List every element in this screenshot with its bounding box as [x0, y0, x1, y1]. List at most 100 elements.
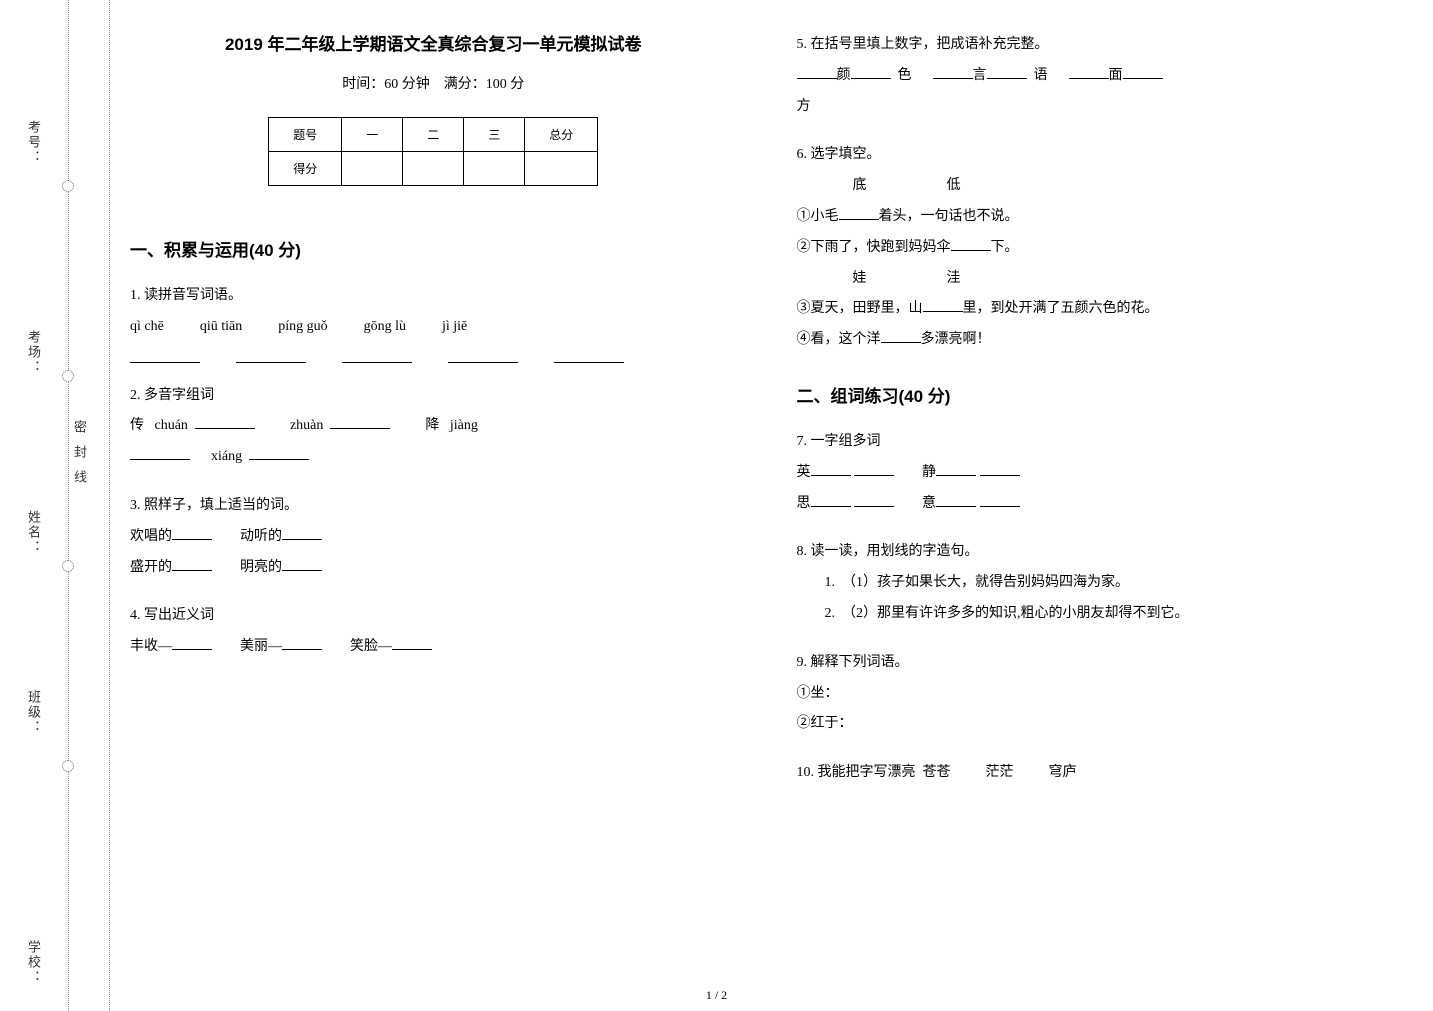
pinyin: jì jiē — [442, 312, 467, 343]
q-stem: 2. 多音字组词 — [130, 381, 737, 412]
q4-line: 丰收— 美丽— 笑脸— — [130, 632, 737, 663]
q6-l1: ①小毛 着头，一句话也不说。 — [797, 202, 1404, 233]
blank — [392, 636, 432, 650]
option-row: 底 低 — [797, 171, 1404, 202]
pinyin: gōng lù — [364, 312, 406, 343]
th: 总分 — [525, 118, 598, 152]
binding-column: 考号： 考场： 姓名： 班级： 学校： 密封线 — [20, 0, 110, 1011]
word: 穹庐 — [1049, 765, 1077, 780]
word: 盛开的 — [130, 560, 172, 575]
blank — [797, 65, 837, 79]
frag: 言 — [973, 68, 987, 83]
q3-line2: 盛开的 明亮的 — [130, 553, 737, 584]
blank — [282, 526, 322, 540]
dot-line — [68, 0, 69, 1011]
seal-line-text: 密封线 — [70, 420, 89, 495]
text: 着头，一句话也不说。 — [879, 209, 1019, 224]
blank — [987, 65, 1027, 79]
binding-label: 姓名： — [24, 510, 43, 555]
full-score-label: 满分：100 分 — [444, 77, 525, 92]
blank — [854, 493, 894, 507]
q2-line2: xiáng — [130, 442, 737, 473]
option-row: 娃 洼 — [797, 264, 1404, 295]
question-6: 6. 选字填空。 底 低 ①小毛着头，一句话也不说。 ②下雨了，快跑到妈妈伞下。… — [797, 140, 1404, 356]
blank — [980, 462, 1020, 476]
opt: 低 — [947, 171, 961, 202]
th: 题号 — [269, 118, 342, 152]
q6-l4: ④看，这个洋 多漂亮啊！ — [797, 325, 1404, 356]
td — [525, 152, 598, 186]
question-9: 9. 解释下列词语。 ①坐： ②红于： — [797, 648, 1404, 740]
blank — [951, 237, 991, 251]
blank — [172, 526, 212, 540]
td: 得分 — [269, 152, 342, 186]
q-stem: 3. 照样子，填上适当的词。 — [130, 491, 737, 522]
blank — [854, 462, 894, 476]
binding-label: 班级： — [24, 690, 43, 735]
question-8: 8. 读一读，用划线的字造句。 1. （1）孩子如果长大，就得告别妈妈四海为家。… — [797, 537, 1404, 629]
char: 传 — [130, 418, 144, 433]
binding-circle — [62, 370, 74, 382]
pinyin: zhuàn — [290, 418, 323, 433]
binding-circle — [62, 180, 74, 192]
q-stem: 7. 一字组多词 — [797, 427, 1404, 458]
right-column: 5. 在括号里填上数字，把成语补充完整。 颜 色 言 语 面 方 6. 选字填空… — [797, 30, 1404, 807]
text: ④看，这个洋 — [797, 332, 881, 347]
q9-i1: ①坐： — [797, 679, 1404, 710]
blank — [130, 446, 190, 460]
q2-line1: 传 chuán zhuàn 降 jiàng — [130, 411, 737, 442]
blank — [249, 446, 309, 460]
time-label: 时间：60 分钟 — [342, 77, 430, 92]
blank — [554, 349, 624, 363]
text: ①小毛 — [797, 209, 839, 224]
pinyin: qiū tiān — [200, 312, 242, 343]
frag: 颜 — [837, 68, 851, 83]
th: 三 — [464, 118, 525, 152]
binding-label: 考号： — [24, 120, 43, 165]
th: 二 — [403, 118, 464, 152]
td — [464, 152, 525, 186]
question-3: 3. 照样子，填上适当的词。 欢唱的 动听的 盛开的 明亮的 — [130, 491, 737, 583]
pinyin-row: qì chē qiū tiān píng guǒ gōng lù jì jiē — [130, 312, 737, 343]
table-row: 得分 — [269, 152, 598, 186]
num: 2. — [825, 606, 836, 621]
pinyin: píng guǒ — [278, 312, 327, 343]
frag: 色 — [898, 68, 912, 83]
word: 笑脸— — [350, 639, 392, 654]
char: 静 — [922, 465, 936, 480]
page-content: 2019 年二年级上学期语文全真综合复习一单元模拟试卷 时间：60 分钟 满分：… — [130, 30, 1403, 807]
opt: 洼 — [947, 264, 961, 295]
text: 里，到处开满了五颜六色的花。 — [963, 301, 1159, 316]
question-4: 4. 写出近义词 丰收— 美丽— 笑脸— — [130, 601, 737, 663]
question-10: 10. 我能把字写漂亮 苍苍 茫茫 穹庐 — [797, 758, 1404, 789]
th: 一 — [342, 118, 403, 152]
char: 思 — [797, 496, 811, 511]
q-stem: 9. 解释下列词语。 — [797, 648, 1404, 679]
q-stem: 10. 我能把字写漂亮 — [797, 765, 916, 780]
score-table: 题号 一 二 三 总分 得分 — [268, 117, 598, 186]
table-row: 题号 一 二 三 总分 — [269, 118, 598, 152]
q7-l2: 思 意 — [797, 489, 1404, 520]
sentence: （2）那里有许许多多的知识,粗心的小朋友却得不到它。 — [842, 606, 1189, 621]
blank — [130, 349, 200, 363]
text: ③夏天，田野里，山 — [797, 301, 923, 316]
blank — [195, 415, 255, 429]
opt: 娃 — [853, 264, 867, 295]
q-stem: 8. 读一读，用划线的字造句。 — [797, 537, 1404, 568]
word: 欢唱的 — [130, 529, 172, 544]
blank — [330, 415, 390, 429]
word: 美丽— — [240, 639, 282, 654]
num: 1. — [825, 575, 836, 590]
binding-circle — [62, 760, 74, 772]
q6-l3: ③夏天，田野里，山 里，到处开满了五颜六色的花。 — [797, 294, 1404, 325]
text: 多漂亮啊！ — [921, 332, 991, 347]
word: 茫茫 — [986, 765, 1014, 780]
binding-label: 考场： — [24, 330, 43, 375]
word: 明亮的 — [240, 560, 282, 575]
blank — [448, 349, 518, 363]
q-stem: 1. 读拼音写词语。 — [130, 281, 737, 312]
q-stem: 4. 写出近义词 — [130, 601, 737, 632]
binding-label: 学校： — [24, 940, 43, 985]
question-7: 7. 一字组多词 英 静 思 意 — [797, 427, 1404, 519]
question-1: 1. 读拼音写词语。 qì chē qiū tiān píng guǒ gōng… — [130, 281, 737, 363]
